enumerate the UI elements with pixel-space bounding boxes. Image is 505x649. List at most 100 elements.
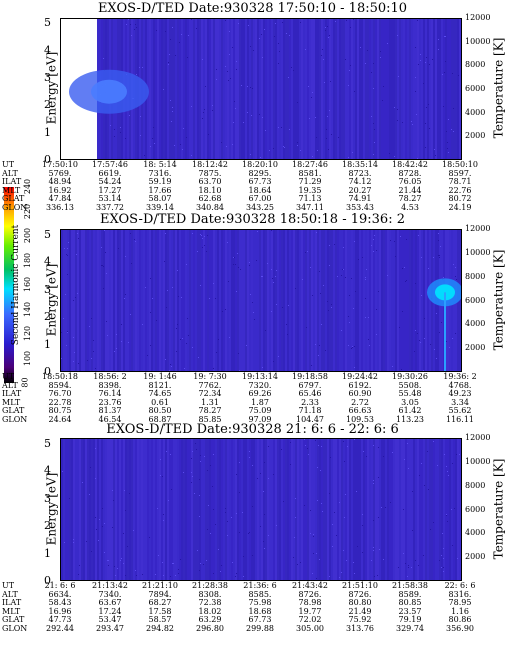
ephemeris-value: 18:12:42 — [192, 160, 228, 169]
ephemeris-value: 19:24:42 — [342, 372, 378, 381]
ephemeris-column: 18:56: 2 8398. 76.14 23.76 81.37 46.54 — [85, 372, 135, 425]
panel-title: EXOS-D/TED Date:930328 21: 6: 6 - 22: 6:… — [106, 422, 399, 437]
y-tick-label: 1 — [44, 125, 51, 139]
y-axis-label: Energy [eV] — [44, 472, 59, 545]
ephemeris-row-label: MLT — [2, 606, 21, 616]
ephemeris-value: 76.14 — [98, 389, 122, 399]
y-tick-label: 0 — [44, 153, 51, 166]
ephemeris-value: 8585. — [248, 589, 272, 599]
ephemeris-value: 104.47 — [296, 414, 324, 424]
ephemeris-value: 21:58:38 — [392, 581, 428, 590]
ephemeris-column: 18:50:10 8597. 78.71 22.76 80.72 24.19 — [435, 160, 485, 213]
ephemeris-column: 21:36: 6 8585. 75.98 18.68 67.73 299.88 — [235, 581, 285, 634]
ephemeris-column: 21: 6: 6 6634. 58.43 16.96 47.73 292.44 — [35, 581, 85, 634]
ephemeris-value: 8594. — [48, 380, 72, 390]
ephemeris-column: 21:43:42 8726. 78.98 19.77 72.02 305.00 — [285, 581, 335, 634]
right-tick-label: 12000 — [465, 433, 491, 442]
y-axis-label: Energy [eV] — [44, 51, 59, 125]
ephemeris-value: 47.84 — [48, 194, 72, 204]
ephemeris-value: 49.23 — [448, 389, 472, 399]
ephemeris-value: 19:18:58 — [292, 372, 328, 381]
ephemeris-value: 19: 1:46 — [143, 372, 177, 381]
ephemeris-value: 4.53 — [401, 202, 419, 212]
ephemeris-value: 18:50:10 — [442, 160, 478, 169]
ephemeris-value: 80.85 — [398, 598, 422, 608]
colorbar-tick-label: 100 — [23, 350, 33, 366]
ephemeris-value: 48.94 — [48, 177, 72, 187]
ephemeris-value: 17.66 — [148, 185, 172, 195]
right-tick-label: 2000 — [465, 552, 486, 562]
ephemeris-column: 17:57:46 6619. 54.24 17.27 53.14 337.72 — [85, 160, 135, 213]
ephemeris-value: 78.27 — [398, 194, 422, 204]
ephemeris-value: 1.31 — [201, 397, 219, 407]
ephemeris-column: 18:42:42 8728. 76.05 21.44 78.27 4.53 — [385, 160, 435, 213]
right-tick-label: 2000 — [465, 343, 486, 353]
ephemeris-column: 19:36: 2 4768. 49.23 3.34 55.62 116.11 — [435, 372, 485, 425]
spectrogram-image — [61, 439, 461, 580]
ephemeris-value: 53.14 — [98, 194, 122, 204]
y-tick-label: 0 — [44, 365, 51, 378]
ephemeris-value: 18.02 — [198, 606, 222, 616]
ephemeris-value: 8121. — [148, 380, 172, 390]
ephemeris-value: 313.76 — [346, 623, 374, 633]
ephemeris-value: 80.80 — [348, 598, 372, 608]
ephemeris-value: 299.88 — [246, 623, 274, 633]
ephemeris-value: 336.13 — [46, 202, 74, 212]
ephemeris-value: 8597. — [448, 168, 472, 178]
ephemeris-value: 21:28:38 — [192, 581, 228, 590]
ephemeris-value: 113.23 — [396, 414, 424, 424]
enhancement-core — [91, 79, 127, 104]
ephemeris-value: 6192. — [348, 380, 372, 390]
ephemeris-value: 18:20:10 — [242, 160, 278, 169]
ephemeris-value: 71.13 — [298, 194, 322, 204]
ephemeris-value: 75.92 — [348, 615, 372, 625]
ephemeris-column: 19:13:14 7320. 69.26 1.87 75.09 97.09 — [235, 372, 285, 425]
ephemeris-column: 18: 5:14 7316. 59.19 17.66 58.07 339.14 — [135, 160, 185, 213]
right-tick-label: 4000 — [465, 107, 486, 117]
ephemeris-column: 21:58:38 8589. 80.85 23.57 79.19 329.74 — [385, 581, 435, 634]
ephemeris-value: 21.49 — [348, 606, 372, 616]
ephemeris-value: 6797. — [298, 380, 322, 390]
ephemeris-value: 8316. — [448, 589, 472, 599]
ephemeris-value: 20.27 — [348, 185, 372, 195]
right-tick-label: 10000 — [465, 456, 491, 466]
ephemeris-value: 71.18 — [298, 406, 322, 416]
ephemeris-value: 23.57 — [398, 606, 422, 616]
colorbar-gradient — [4, 187, 14, 383]
ephemeris-value: 18:50:18 — [42, 372, 78, 381]
ephemeris-value: 19:36: 2 — [443, 372, 477, 381]
ephemeris-column: 18:50:18 8594. 76.70 22.78 80.75 24.64 — [35, 372, 85, 425]
ephemeris-row-label: GLON — [2, 202, 28, 212]
ephemeris-value: 1.16 — [451, 606, 469, 616]
ephemeris-value: 80.50 — [148, 406, 172, 416]
ephemeris-value: 296.80 — [196, 623, 224, 633]
ephemeris-column: 19:30:26 5508. 55.48 3.05 61.42 113.23 — [385, 372, 435, 425]
ephemeris-value: 18:35:14 — [342, 160, 378, 169]
ephemeris-value: 21:13:42 — [92, 581, 128, 590]
ephemeris-value: 53.47 — [98, 615, 122, 625]
ephemeris-row-label: ILAT — [2, 389, 22, 399]
ephemeris-value: 3.34 — [451, 397, 469, 407]
ephemeris-value: 76.70 — [48, 389, 72, 399]
ephemeris-value: 79.19 — [398, 615, 422, 625]
y-tick-label: 1 — [44, 337, 51, 351]
ephemeris-row-label: GLAT — [2, 194, 25, 204]
ephemeris-row-label: UT — [2, 372, 15, 381]
ephemeris-value: 63.67 — [98, 598, 122, 608]
ephemeris-value: 21.44 — [398, 185, 422, 195]
right-tick-label: 10000 — [465, 247, 491, 257]
ephemeris-value: 19:13:14 — [242, 372, 278, 381]
ephemeris-value: 62.68 — [198, 194, 222, 204]
ephemeris-value: 8295. — [248, 168, 272, 178]
colorbar-tick-label: 180 — [23, 252, 33, 268]
y-tick-label: 5 — [44, 227, 51, 241]
spectrogram-plot — [60, 18, 462, 160]
ephemeris-value: 1.87 — [251, 397, 269, 407]
enhancement-streak — [444, 292, 446, 371]
ephemeris-row-labels: UT ALT ILAT MLT GLAT GLON — [2, 160, 28, 213]
colorbar-tick-label: 200 — [23, 227, 33, 244]
ephemeris-value: 78.27 — [198, 406, 222, 416]
ephemeris-value: 78.71 — [448, 177, 472, 187]
ephemeris-column: 18:12:42 7875. 63.70 18.10 62.68 340.84 — [185, 160, 235, 213]
ephemeris-value: 22.76 — [448, 185, 472, 195]
